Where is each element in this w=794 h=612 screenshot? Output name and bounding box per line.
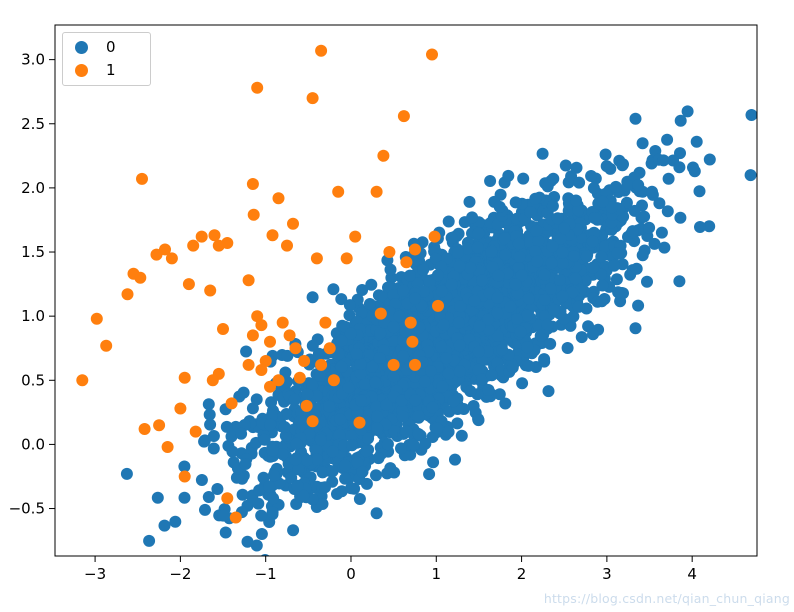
svg-text:0: 0 bbox=[346, 565, 356, 583]
legend-label-class-1: 1 bbox=[106, 61, 116, 79]
scatter-series-class-1 bbox=[76, 44, 444, 524]
legend-item-class-1: 1 bbox=[75, 63, 134, 78]
svg-text:2: 2 bbox=[517, 565, 527, 583]
watermark-url: https://blog.csdn.net/qian_chun_qiang bbox=[543, 591, 790, 606]
svg-text:1.5: 1.5 bbox=[21, 243, 45, 261]
svg-text:3: 3 bbox=[602, 565, 612, 583]
svg-text:3.0: 3.0 bbox=[21, 51, 45, 69]
legend-label-class-0: 0 bbox=[106, 38, 116, 56]
class-0-marker-icon bbox=[75, 41, 88, 54]
svg-text:2.5: 2.5 bbox=[21, 115, 45, 133]
legend-item-class-0: 0 bbox=[75, 40, 134, 55]
svg-text:0.0: 0.0 bbox=[21, 435, 45, 453]
svg-text:−3: −3 bbox=[84, 565, 106, 583]
axes-spines bbox=[54, 24, 758, 557]
class-1-marker-icon bbox=[75, 64, 88, 77]
svg-text:1: 1 bbox=[432, 565, 442, 583]
svg-text:2.0: 2.0 bbox=[21, 179, 45, 197]
svg-text:−1: −1 bbox=[255, 565, 277, 583]
axis-ticks bbox=[49, 59, 693, 562]
svg-text:1.0: 1.0 bbox=[21, 307, 45, 325]
axis-tick-labels: −3 −2 −1 0 1 2 3 4 −0.5 0.0 0.5 1.0 1.5 2.0 2.5 3.0 bbox=[9, 51, 697, 583]
svg-text:−0.5: −0.5 bbox=[9, 500, 45, 518]
svg-text:4: 4 bbox=[687, 565, 697, 583]
scatter-series-class-0 bbox=[120, 105, 757, 556]
svg-text:−2: −2 bbox=[169, 565, 191, 583]
legend: 0 1 bbox=[62, 32, 151, 86]
svg-text:0.5: 0.5 bbox=[21, 371, 45, 389]
